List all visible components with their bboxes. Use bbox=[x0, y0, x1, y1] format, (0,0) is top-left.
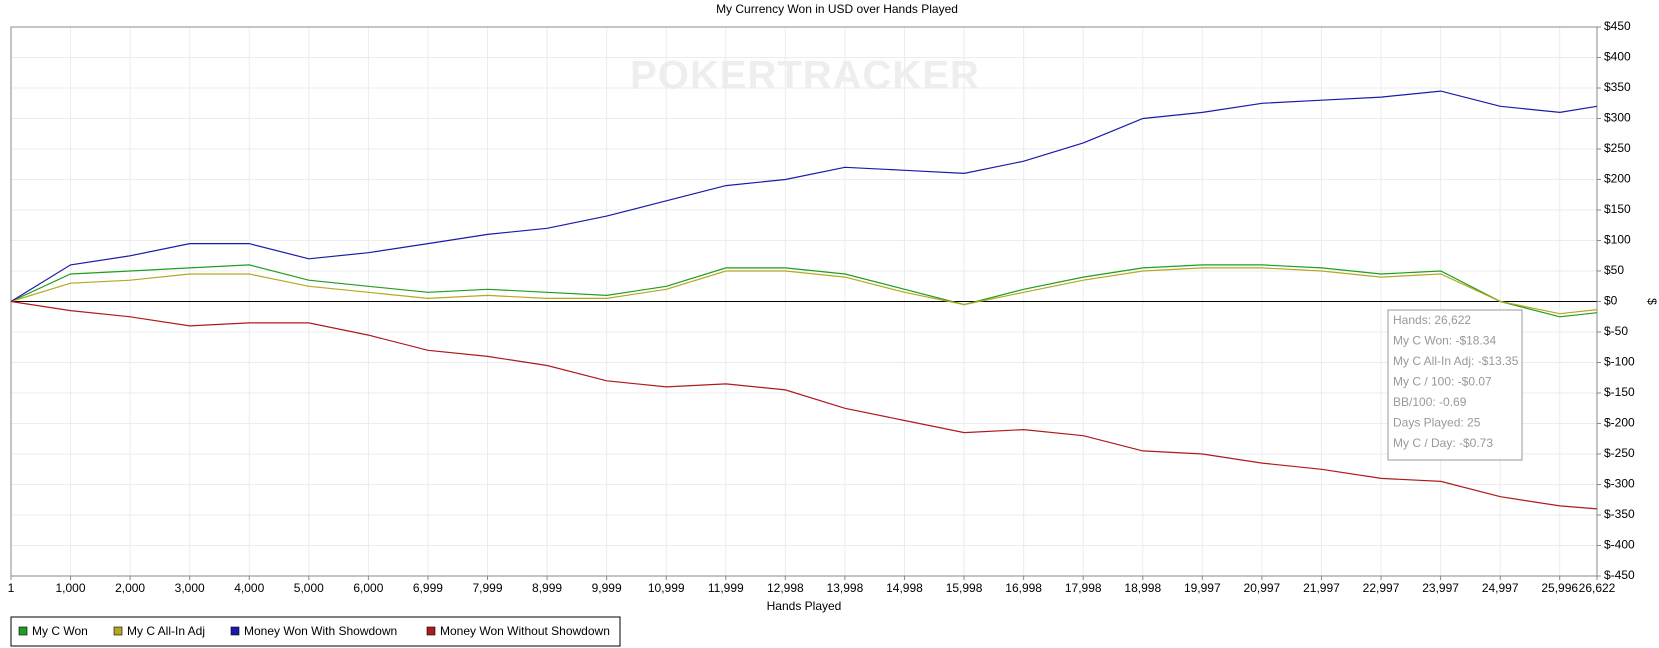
series-line bbox=[10, 300, 1598, 510]
legend-label: My C All-In Adj bbox=[127, 624, 205, 638]
tooltip-text: Hands: 26,622 bbox=[1393, 313, 1471, 327]
legend-swatch bbox=[113, 626, 123, 636]
x-tick-label: 21,997 bbox=[1303, 581, 1340, 595]
x-tick-label: 20,997 bbox=[1244, 581, 1281, 595]
legend-label: Money Won With Showdown bbox=[244, 624, 397, 638]
y-tick-label: $-300 bbox=[1604, 477, 1635, 491]
x-tick-label: 14,998 bbox=[886, 581, 923, 595]
chart-title: My Currency Won in USD over Hands Played bbox=[716, 2, 958, 16]
x-axis-label: Hands Played bbox=[767, 599, 842, 613]
legend-label: My C Won bbox=[32, 624, 88, 638]
x-tick-label: 3,000 bbox=[175, 581, 205, 595]
watermark: POKERTRACKER bbox=[630, 54, 980, 98]
y-tick-label: $150 bbox=[1604, 202, 1631, 216]
x-tick-label: 7,999 bbox=[472, 581, 502, 595]
y-tick-label: $100 bbox=[1604, 233, 1631, 247]
y-tick-label: $300 bbox=[1604, 111, 1631, 125]
legend-swatch bbox=[18, 626, 28, 636]
x-tick-label: 12,998 bbox=[767, 581, 804, 595]
y-axis-label: $ bbox=[1645, 298, 1659, 305]
tooltip-text: My C All-In Adj: -$13.35 bbox=[1393, 354, 1519, 368]
x-tick-label: 23,997 bbox=[1422, 581, 1459, 595]
y-tick-label: $250 bbox=[1604, 141, 1631, 155]
x-tick-label: 1,000 bbox=[56, 581, 86, 595]
x-tick-label: 6,999 bbox=[413, 581, 443, 595]
legend-box bbox=[10, 616, 621, 647]
y-tick-label: $-450 bbox=[1604, 568, 1635, 582]
legend-label: Money Won Without Showdown bbox=[440, 624, 610, 638]
y-tick-label: $-50 bbox=[1604, 324, 1628, 338]
tooltip-text: My C Won: -$18.34 bbox=[1393, 334, 1496, 348]
x-tick-label: 26,622 bbox=[1579, 581, 1616, 595]
x-tick-label: 5,000 bbox=[294, 581, 324, 595]
x-tick-label: 9,999 bbox=[592, 581, 622, 595]
y-tick-label: $-150 bbox=[1604, 385, 1635, 399]
tooltip-box bbox=[1387, 309, 1523, 461]
series-line bbox=[10, 264, 1598, 318]
y-tick-label: $-250 bbox=[1604, 446, 1635, 460]
y-tick-label: $400 bbox=[1604, 50, 1631, 64]
x-tick-label: 2,000 bbox=[115, 581, 145, 595]
tooltip-text: My C / 100: -$0.07 bbox=[1393, 375, 1492, 389]
x-tick-label: 15,998 bbox=[946, 581, 983, 595]
x-tick-label: 19,997 bbox=[1184, 581, 1221, 595]
x-tick-label: 22,997 bbox=[1363, 581, 1400, 595]
y-tick-label: $0 bbox=[1604, 294, 1618, 308]
x-tick-label: 18,998 bbox=[1124, 581, 1161, 595]
y-tick-label: $-350 bbox=[1604, 507, 1635, 521]
x-tick-label: 4,000 bbox=[234, 581, 264, 595]
tooltip-text: BB/100: -0.69 bbox=[1393, 395, 1467, 409]
x-tick-label: 25,996 bbox=[1541, 581, 1578, 595]
y-tick-label: $50 bbox=[1604, 263, 1624, 277]
y-tick-label: $450 bbox=[1604, 19, 1631, 33]
x-tick-label: 10,999 bbox=[648, 581, 685, 595]
x-tick-label: 11,999 bbox=[708, 581, 744, 595]
x-tick-label: 13,998 bbox=[827, 581, 864, 595]
tooltip-text: Days Played: 25 bbox=[1393, 416, 1481, 430]
y-tick-label: $-100 bbox=[1604, 355, 1635, 369]
x-tick-label: 24,997 bbox=[1482, 581, 1519, 595]
y-tick-label: $200 bbox=[1604, 172, 1631, 186]
y-tick-label: $350 bbox=[1604, 80, 1631, 94]
series-line bbox=[10, 90, 1598, 303]
legend-swatch bbox=[426, 626, 436, 636]
tooltip-text: My C / Day: -$0.73 bbox=[1393, 436, 1493, 450]
x-tick-label: 8,999 bbox=[532, 581, 562, 595]
series-line bbox=[10, 267, 1598, 315]
x-tick-label: 17,998 bbox=[1065, 581, 1102, 595]
x-tick-label: 1 bbox=[8, 581, 15, 595]
x-tick-label: 6,000 bbox=[353, 581, 383, 595]
y-tick-label: $-200 bbox=[1604, 416, 1635, 430]
x-tick-label: 16,998 bbox=[1005, 581, 1042, 595]
legend-swatch bbox=[230, 626, 240, 636]
y-tick-label: $-400 bbox=[1604, 538, 1635, 552]
